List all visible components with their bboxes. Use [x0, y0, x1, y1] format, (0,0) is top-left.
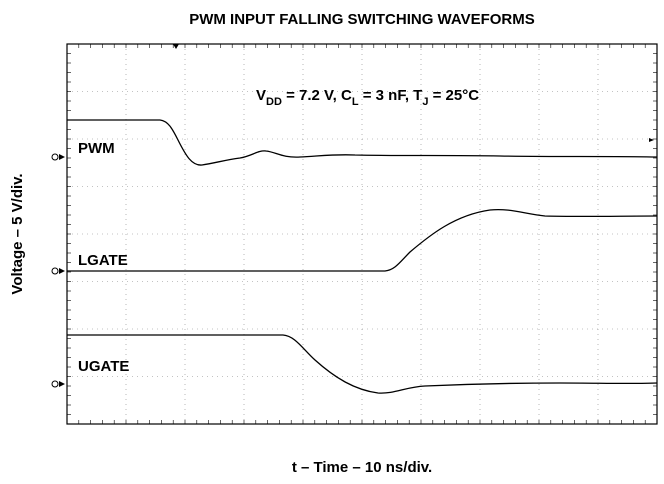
- annotation-part: = 7.2 V, C: [282, 87, 352, 104]
- trace-label: LGATE: [78, 252, 128, 269]
- ugate-trace: [67, 334, 658, 394]
- annotation-part: = 3 nF, T: [359, 87, 423, 104]
- plot-frame: [66, 43, 658, 425]
- channel-markers: [51, 44, 654, 388]
- y-axis-label: Voltage – 5 V/div.: [9, 173, 26, 294]
- x-axis-label: t – Time – 10 ns/div.: [292, 459, 432, 476]
- trace-label: PWM: [78, 140, 115, 157]
- annotation-part: = 25°C: [428, 87, 479, 104]
- scope-grid: [67, 44, 657, 424]
- pwm-trace: [67, 119, 658, 166]
- lgate-trace: [67, 208, 658, 272]
- trace-label: UGATE: [78, 358, 129, 375]
- annotation-sub: L: [352, 96, 359, 108]
- annotation-part: V: [256, 87, 266, 104]
- annotation: VDD = 7.2 V, CL = 3 nF, TJ = 25°C: [256, 87, 479, 108]
- annotation-sub: DD: [266, 96, 282, 108]
- annotation-sub: J: [422, 96, 428, 108]
- chart-title: PWM INPUT FALLING SWITCHING WAVEFORMS: [189, 11, 535, 28]
